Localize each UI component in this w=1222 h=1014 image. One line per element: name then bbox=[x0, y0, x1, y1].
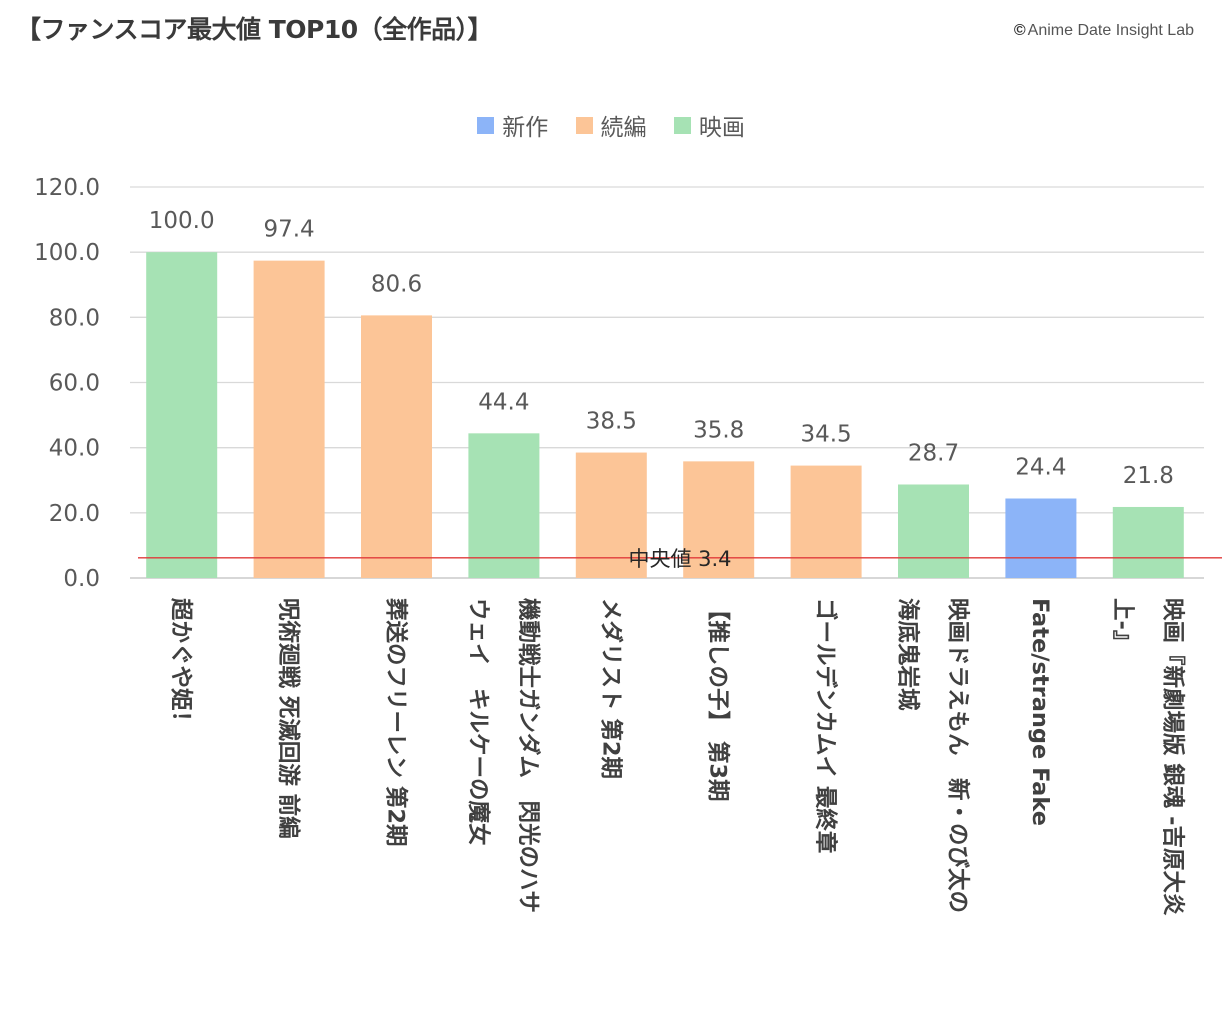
x-tick-label: 葬送のフリーレン 第2期 bbox=[383, 598, 410, 847]
chart-legend: 新作 続編 映画 bbox=[0, 108, 1222, 142]
y-tick-label: 20.0 bbox=[49, 501, 100, 527]
bar bbox=[790, 465, 862, 578]
legend-item-movie: 映画 bbox=[673, 108, 745, 142]
data-label: 97.4 bbox=[263, 217, 314, 243]
x-tick-label: ゴールデンカムイ 最終章 bbox=[812, 598, 839, 853]
y-tick-label: 60.0 bbox=[49, 371, 100, 397]
y-tick-label: 80.0 bbox=[49, 305, 100, 331]
data-label: 34.5 bbox=[800, 422, 851, 448]
x-tick-label: 【推しの子】 第3期 bbox=[705, 598, 732, 802]
page-title: 【ファンスコア最大値 TOP10（全作品）】 bbox=[16, 15, 493, 44]
data-label: 35.8 bbox=[693, 417, 744, 443]
data-label: 28.7 bbox=[908, 440, 959, 466]
x-tick-label: メダリスト 第2期 bbox=[597, 598, 624, 779]
y-tick-label: 120.0 bbox=[34, 175, 100, 201]
x-tick-label: 上-』 bbox=[1109, 598, 1135, 652]
bar bbox=[1005, 498, 1077, 578]
legend-label-movie: 映画 bbox=[698, 115, 745, 141]
bar bbox=[253, 260, 325, 578]
x-tick-label: 機動戦士ガンダム 閃光のハサ bbox=[515, 598, 542, 913]
credit-text: Anime Date Insight Lab bbox=[1027, 22, 1194, 39]
bar bbox=[146, 252, 218, 578]
x-tick-label: 海底鬼岩城 bbox=[895, 598, 922, 711]
y-tick-label: 40.0 bbox=[49, 436, 100, 462]
legend-swatch-movie bbox=[673, 116, 691, 134]
legend-label-sequel: 続編 bbox=[600, 115, 647, 141]
data-label: 100.0 bbox=[149, 208, 215, 234]
data-label: 21.8 bbox=[1123, 463, 1174, 489]
y-tick-label: 0.0 bbox=[63, 566, 100, 592]
bar bbox=[1112, 506, 1184, 578]
legend-swatch-new bbox=[477, 116, 495, 134]
bar bbox=[898, 484, 969, 578]
data-label: 44.4 bbox=[478, 389, 529, 415]
x-tick-label: 映画ドラえもん 新・のび太の bbox=[945, 598, 972, 913]
copyright-icon: © bbox=[1013, 22, 1026, 39]
bar bbox=[575, 452, 647, 578]
legend-item-new: 新作 bbox=[477, 108, 548, 142]
x-tick-label: ウェイ キルケーの魔女 bbox=[465, 598, 492, 846]
bar bbox=[468, 433, 540, 578]
bar bbox=[683, 461, 755, 578]
x-tick-label: 超かぐや姫！ bbox=[168, 598, 195, 733]
data-label: 38.5 bbox=[586, 409, 637, 435]
bar bbox=[361, 315, 432, 578]
x-tick-label: 呪術廻戦 死滅回游 前編 bbox=[275, 598, 302, 839]
legend-swatch-sequel bbox=[575, 116, 593, 134]
credit: © Anime Date Insight Lab bbox=[1014, 22, 1194, 40]
data-label: 80.6 bbox=[371, 271, 422, 297]
x-tick-label: 映画『新劇場版 銀魂 -吉原大炎 bbox=[1159, 598, 1186, 916]
x-tick-label: Fate/strange Fake bbox=[1027, 598, 1053, 826]
median-label: 中央値 3.4 bbox=[628, 547, 731, 571]
data-label: 24.4 bbox=[1015, 454, 1066, 480]
y-tick-label: 100.0 bbox=[34, 240, 100, 266]
legend-label-new: 新作 bbox=[502, 115, 549, 141]
legend-item-sequel: 続編 bbox=[575, 108, 647, 142]
